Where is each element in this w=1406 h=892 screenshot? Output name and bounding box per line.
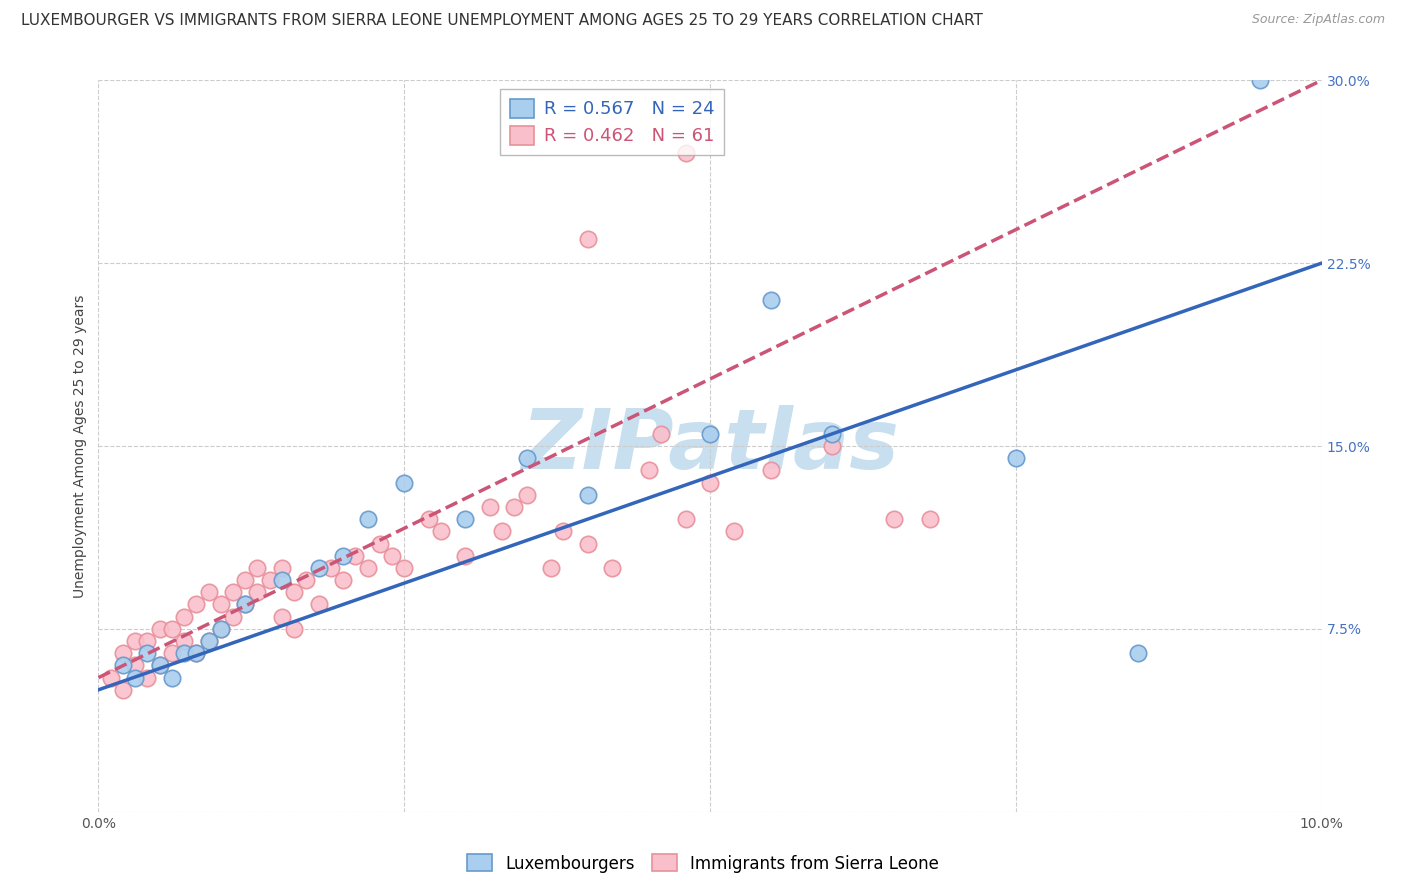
Point [516, 451, 538, 466]
Point [308, 598, 330, 612]
Point [173, 646, 195, 660]
Point [392, 475, 416, 490]
Point [283, 585, 305, 599]
Point [233, 598, 256, 612]
Point [821, 439, 844, 453]
Point [149, 658, 172, 673]
Text: ZIPatlas: ZIPatlas [522, 406, 898, 486]
Point [637, 463, 661, 477]
Point [319, 561, 342, 575]
Point [246, 561, 269, 575]
Point [222, 609, 245, 624]
Point [149, 622, 172, 636]
Point [576, 488, 599, 502]
Point [344, 549, 367, 563]
Point [173, 634, 195, 648]
Point [233, 573, 256, 587]
Point [503, 500, 526, 514]
Point [111, 646, 134, 660]
Point [650, 426, 672, 441]
Point [149, 658, 172, 673]
Point [392, 561, 416, 575]
Point [332, 549, 354, 563]
Point [136, 671, 159, 685]
Text: Source: ZipAtlas.com: Source: ZipAtlas.com [1251, 13, 1385, 27]
Point [186, 646, 208, 660]
Point [576, 536, 599, 550]
Point [759, 463, 782, 477]
Point [209, 598, 232, 612]
Point [270, 561, 292, 575]
Point [1128, 646, 1150, 660]
Point [246, 585, 269, 599]
Point [270, 609, 292, 624]
Legend: Luxembourgers, Immigrants from Sierra Leone: Luxembourgers, Immigrants from Sierra Le… [461, 847, 945, 880]
Point [723, 524, 745, 539]
Point [491, 524, 513, 539]
Point [675, 146, 697, 161]
Point [136, 646, 159, 660]
Point [540, 561, 562, 575]
Y-axis label: Unemployment Among Ages 25 to 29 years: Unemployment Among Ages 25 to 29 years [73, 294, 87, 598]
Point [920, 512, 942, 526]
Point [553, 524, 575, 539]
Point [124, 658, 146, 673]
Point [381, 549, 404, 563]
Text: LUXEMBOURGER VS IMMIGRANTS FROM SIERRA LEONE UNEMPLOYMENT AMONG AGES 25 TO 29 YE: LUXEMBOURGER VS IMMIGRANTS FROM SIERRA L… [21, 13, 983, 29]
Point [883, 512, 905, 526]
Point [418, 512, 440, 526]
Point [332, 573, 354, 587]
Point [270, 573, 292, 587]
Point [356, 512, 378, 526]
Point [160, 671, 183, 685]
Point [821, 426, 844, 441]
Point [259, 573, 281, 587]
Point [516, 488, 538, 502]
Point [124, 634, 146, 648]
Point [430, 524, 453, 539]
Point [124, 671, 146, 685]
Point [173, 609, 195, 624]
Point [233, 598, 256, 612]
Point [222, 585, 245, 599]
Point [100, 671, 122, 685]
Point [454, 549, 477, 563]
Legend: R = 0.567   N = 24, R = 0.462   N = 61: R = 0.567 N = 24, R = 0.462 N = 61 [501, 88, 724, 155]
Point [478, 500, 501, 514]
Point [759, 293, 782, 307]
Point [136, 634, 159, 648]
Point [209, 622, 232, 636]
Point [675, 512, 697, 526]
Point [308, 561, 330, 575]
Point [454, 512, 477, 526]
Point [576, 232, 599, 246]
Point [197, 634, 219, 648]
Point [1249, 73, 1271, 87]
Point [283, 622, 305, 636]
Point [186, 646, 208, 660]
Point [699, 426, 721, 441]
Point [111, 658, 134, 673]
Point [295, 573, 318, 587]
Point [600, 561, 623, 575]
Point [356, 561, 378, 575]
Point [197, 634, 219, 648]
Point [209, 622, 232, 636]
Point [368, 536, 391, 550]
Point [1004, 451, 1026, 466]
Point [160, 622, 183, 636]
Point [111, 682, 134, 697]
Point [160, 646, 183, 660]
Point [197, 585, 219, 599]
Point [699, 475, 721, 490]
Point [186, 598, 208, 612]
